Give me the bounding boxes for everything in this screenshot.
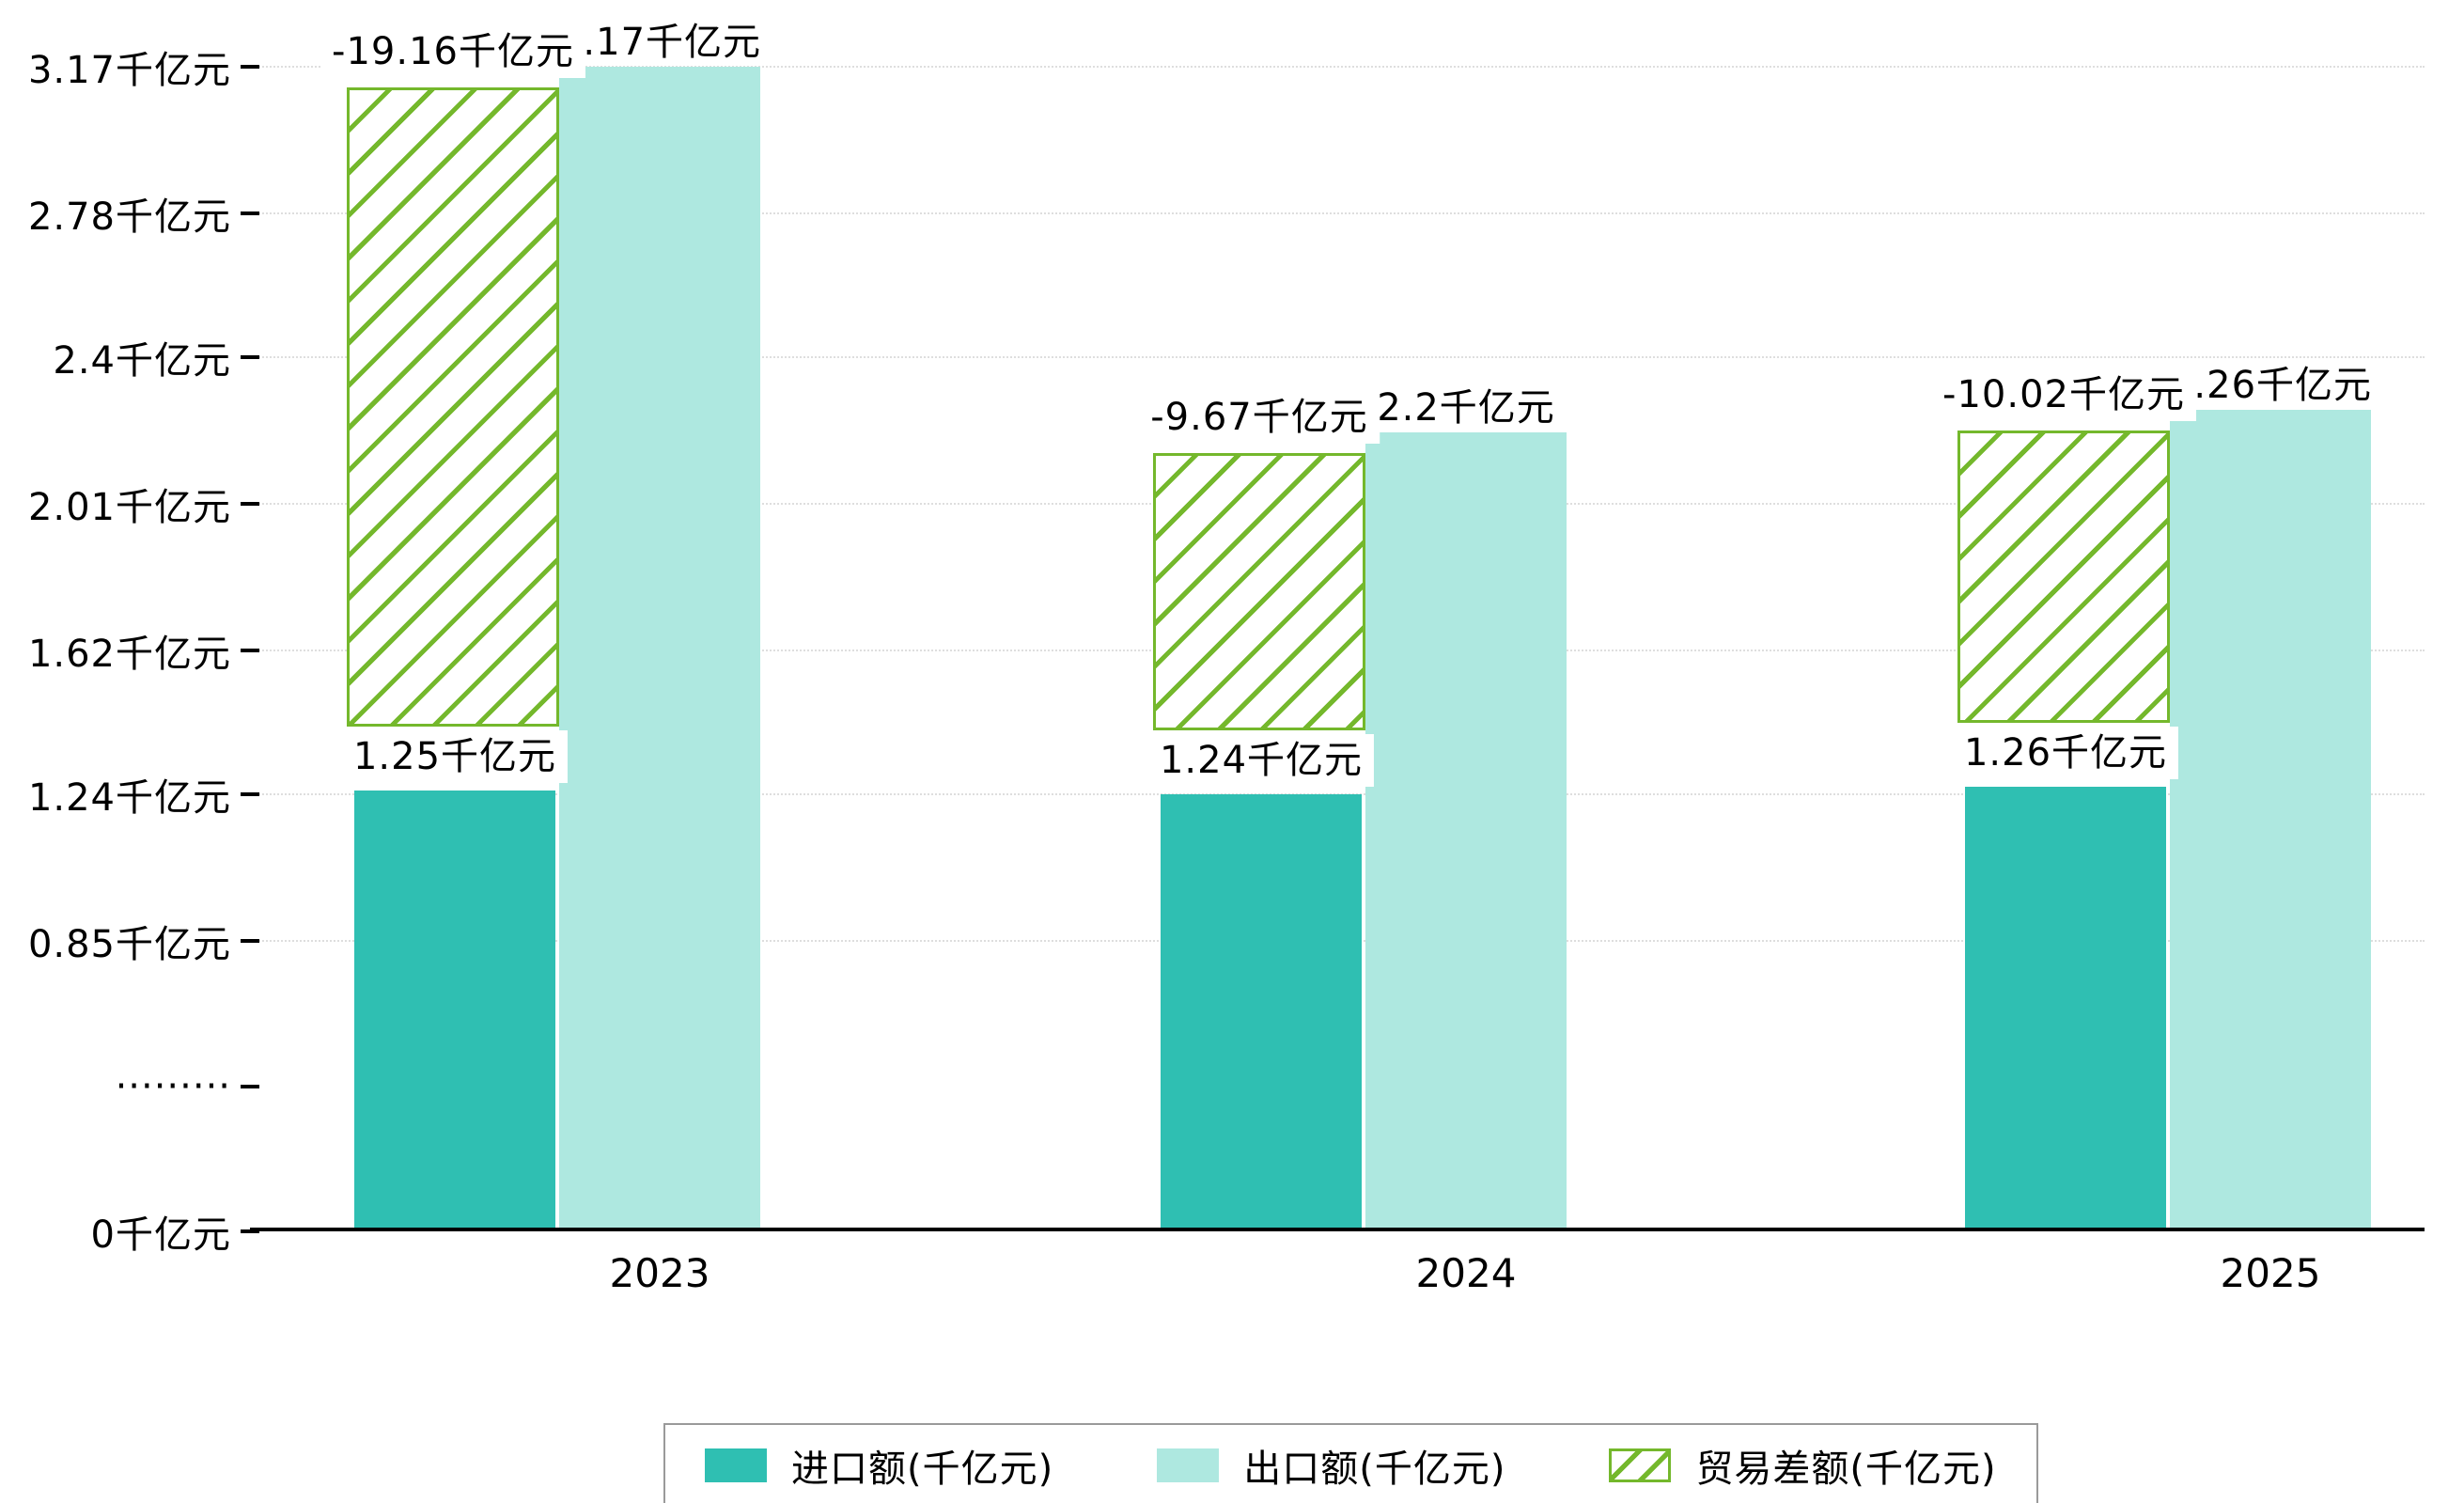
trade-balance-value-label: -9.67千亿元 [1139,390,1380,444]
import-bar [354,790,555,1229]
legend-item-import: 进口额(千亿元) [705,1438,1053,1493]
y-gridline [252,355,2425,358]
y-tick-mark [241,354,259,359]
legend-item-export: 出口额(千亿元) [1157,1438,1505,1493]
trade-balance-bar [347,87,559,727]
x-axis-line [250,1228,2425,1231]
trade-balance-value-label: -19.16千亿元 [320,25,585,78]
legend-label: 进口额(千亿元) [791,1448,1054,1491]
legend-label: 贸易差额(千亿元) [1695,1448,1997,1491]
y-tick-mark [241,1084,259,1088]
y-tick-mark [241,791,259,796]
y-tick-mark [241,649,259,653]
x-axis-category-label: 2025 [2220,1250,2321,1296]
y-tick-label: 0.85千亿元 [27,923,231,966]
export-value-label: 2.2千亿元 [1377,385,1555,430]
y-tick-mark [241,65,259,69]
y-tick-label: 3.17千亿元 [27,49,231,92]
color-swatch-icon [1157,1448,1220,1482]
y-tick-label: 1.24千亿元 [27,775,231,820]
legend-label: 出口额(千亿元) [1243,1448,1506,1491]
x-axis-category-label: 2023 [609,1250,710,1296]
import-bar [1161,793,1362,1229]
hatched-swatch-icon [1609,1448,1672,1482]
export-bar [2170,409,2371,1229]
y-gridline [252,66,2425,68]
y-tick-label: 0千亿元 [90,1213,231,1257]
y-tick-label: 2.01千亿元 [27,486,231,529]
y-tick-label: 1.62千亿元 [27,633,231,677]
import-value-label: 1.25千亿元 [341,729,569,783]
color-swatch-icon [705,1448,767,1482]
import-value-label: 1.26千亿元 [1952,726,2179,779]
y-tick-label: ········· [115,1064,231,1108]
y-tick-mark [241,939,259,943]
legend: 进口额(千亿元) 出口额(千亿元) 贸易差额(千亿元) [663,1423,2038,1503]
trade-balance-bar [1153,452,1365,730]
import-bar [1965,786,2166,1229]
export-bar [559,67,760,1229]
trade-balance-bar [1957,430,2170,723]
y-tick-mark [241,1229,259,1233]
y-tick-label: 2.4千亿元 [53,338,231,383]
export-value-label: 3.17千亿元 [557,21,762,64]
trade-balance-value-label: -10.02千亿元 [1931,368,2196,421]
y-tick-label: 2.78千亿元 [27,196,231,240]
x-axis-category-label: 2024 [1415,1250,1517,1296]
legend-item-trade-balance: 贸易差额(千亿元) [1609,1438,1996,1493]
y-tick-mark [241,502,259,506]
export-bar [1365,431,1567,1229]
export-value-label: 2.26千亿元 [2168,363,2373,407]
import-value-label: 1.24千亿元 [1147,733,1375,787]
y-gridline [252,212,2425,215]
y-tick-mark [241,211,259,216]
